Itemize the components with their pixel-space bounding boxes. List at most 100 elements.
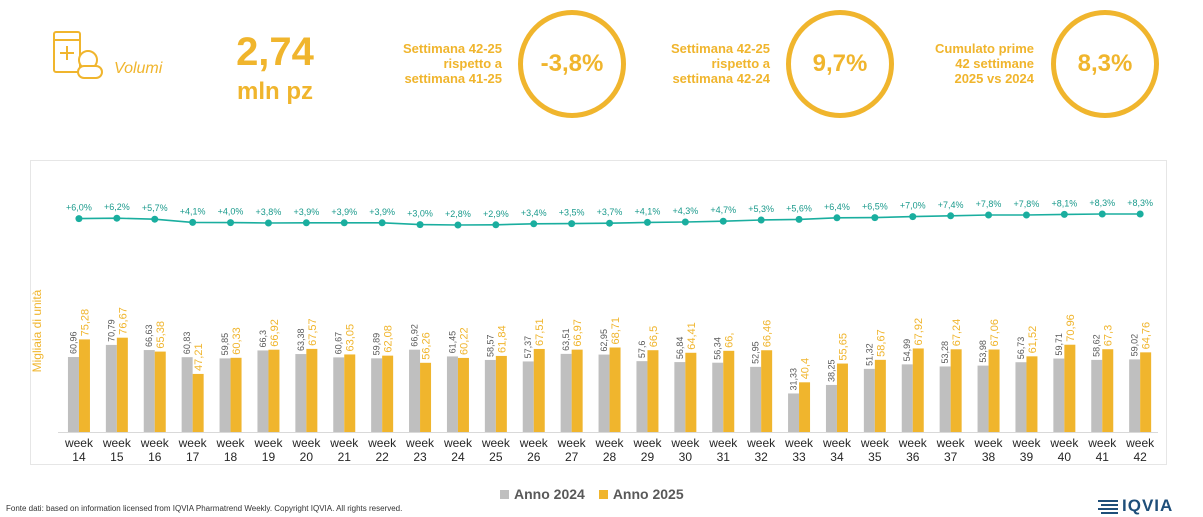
cumulative-growth-point	[719, 217, 727, 225]
bar-2024	[333, 357, 345, 432]
data-label-2024: 60,67	[334, 332, 344, 355]
cumulative-growth-point	[909, 213, 917, 221]
bar-2024	[1015, 362, 1027, 432]
data-label-2025: 67,3	[1103, 325, 1115, 346]
total-volume-value: 2,74	[236, 30, 314, 74]
bar-2025	[874, 359, 886, 432]
cumulative-growth-label: +6,5%	[862, 202, 888, 212]
x-tick-label: week	[898, 436, 928, 450]
bar-2024	[484, 359, 496, 432]
cumulative-growth-point	[795, 215, 803, 223]
x-tick-label: 22	[375, 450, 389, 464]
cumulative-growth-label: +8,3%	[1127, 198, 1153, 208]
bar-2025	[533, 348, 545, 432]
data-label-2025: 67,57	[307, 318, 319, 346]
cumulative-growth-point	[681, 218, 689, 226]
cumulative-growth-point	[947, 212, 955, 220]
cumulative-growth-label: +4,1%	[180, 206, 206, 216]
legend-item-2024: Anno 2024	[500, 486, 585, 502]
cumulative-growth-point	[302, 219, 310, 227]
data-label-2025: 63,05	[345, 324, 357, 352]
x-tick-label: 34	[830, 450, 844, 464]
kpi-label-line: Settimana 42-25	[671, 41, 770, 56]
data-label-2024: 56,73	[1016, 337, 1026, 360]
x-tick-label: week	[746, 436, 776, 450]
cumulative-growth-point	[833, 214, 841, 222]
bar-2025	[723, 350, 735, 432]
cumulative-growth-label: +8,3%	[1089, 198, 1115, 208]
x-tick-label: week	[253, 436, 283, 450]
cumulative-growth-point	[227, 219, 235, 227]
cumulative-growth-point	[1098, 210, 1106, 218]
legend-item-2025: Anno 2025	[598, 486, 684, 502]
x-tick-label: 39	[1020, 450, 1034, 464]
cumulative-growth-point	[264, 219, 272, 227]
x-tick-label: 14	[72, 450, 86, 464]
x-tick-label: 24	[451, 450, 465, 464]
bar-2025	[116, 337, 128, 432]
bar-2024	[1091, 359, 1103, 432]
x-tick-label: 23	[413, 450, 427, 464]
bar-2024	[446, 356, 458, 432]
total-volume-unit: mln pz	[237, 78, 313, 105]
x-tick-label: week	[443, 436, 473, 450]
cumulative-growth-point	[416, 221, 424, 229]
data-label-2025: 66,92	[269, 319, 281, 347]
bar-2024	[67, 357, 79, 432]
bar-2024	[1053, 358, 1065, 432]
kpi-label-line: 2025 vs 2024	[954, 71, 1034, 86]
data-label-2024: 58,62	[1092, 334, 1102, 357]
x-tick-label: week	[708, 436, 738, 450]
bar-2024	[750, 366, 762, 432]
data-label-2024: 59,71	[1054, 333, 1064, 356]
bar-2024	[901, 364, 913, 432]
cumulative-growth-point	[113, 214, 121, 222]
x-tick-label: week	[519, 436, 549, 450]
bar-2024	[295, 354, 307, 432]
x-tick-label: 27	[565, 450, 579, 464]
x-tick-label: 32	[754, 450, 768, 464]
source-note: Fonte dati: based on information license…	[6, 504, 403, 513]
bar-2024	[863, 368, 875, 432]
data-label-2025: 40,4	[800, 358, 812, 379]
bar-2024	[143, 350, 155, 432]
data-label-2024: 66,3	[258, 330, 268, 348]
x-tick-label: week	[860, 436, 890, 450]
bar-2024	[939, 366, 951, 432]
bar-2025	[306, 348, 318, 432]
bar-2025	[647, 350, 659, 432]
logo-text: IQVIA	[1122, 496, 1174, 515]
cumulative-growth-label: +2,8%	[445, 209, 471, 219]
data-label-2025: 67,51	[534, 318, 546, 346]
iqvia-logo: IQVIA	[1098, 496, 1173, 516]
x-tick-label: 25	[489, 450, 503, 464]
data-label-2025: 64,41	[686, 322, 698, 350]
x-tick-label: week	[936, 436, 966, 450]
kpi-week-vs-lastyear-label: Settimana 42-25 rispetto a settimana 42-…	[620, 41, 770, 86]
x-tick-label: 42	[1133, 450, 1147, 464]
data-label-2024: 59,85	[220, 333, 230, 356]
bar-2024	[181, 357, 193, 432]
cumulative-growth-point	[1060, 210, 1068, 218]
data-label-2025: 55,65	[837, 333, 849, 361]
data-label-2025: 76,67	[117, 307, 129, 335]
data-label-2025: 67,24	[951, 319, 963, 347]
data-label-2025: 61,52	[1027, 326, 1039, 354]
bar-2024	[674, 362, 686, 432]
cumulative-growth-point	[340, 219, 348, 227]
bar-2025	[685, 352, 697, 432]
bar-2024	[788, 393, 800, 432]
cumulative-growth-label: +3,7%	[597, 207, 623, 217]
x-tick-label: week	[557, 436, 587, 450]
x-tick-label: 30	[679, 450, 693, 464]
cumulative-growth-label: +3,9%	[369, 207, 395, 217]
cumulative-growth-label: +3,4%	[521, 208, 547, 218]
bar-2025	[912, 348, 924, 432]
data-label-2024: 63,51	[561, 328, 571, 351]
data-label-2024: 59,89	[372, 333, 382, 356]
cumulative-growth-point	[1022, 211, 1030, 219]
kpi-cumulative-value: 8,3%	[1051, 10, 1159, 118]
data-label-2024: 53,98	[978, 340, 988, 363]
x-tick-label: week	[291, 436, 321, 450]
x-tick-label: week	[670, 436, 700, 450]
